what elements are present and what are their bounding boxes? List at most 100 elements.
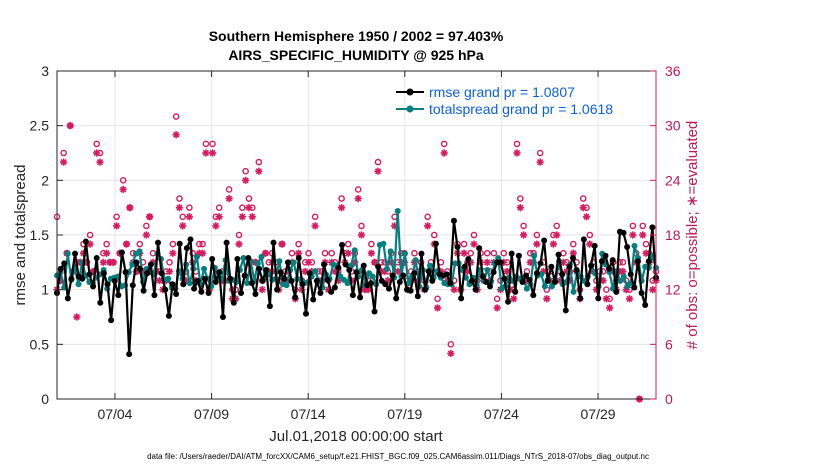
rmse-point xyxy=(191,285,198,292)
x-tick-label: 07/14 xyxy=(291,406,326,422)
y-right-tick-label: 0 xyxy=(665,391,673,407)
obs-evaluated-marker xyxy=(245,204,253,212)
rmse-point xyxy=(212,279,219,286)
x-tick-label: 07/04 xyxy=(97,406,132,422)
obs-possible-marker xyxy=(93,140,101,148)
obs-possible-marker xyxy=(434,295,441,303)
totalspread-point xyxy=(631,242,638,249)
y-tick-label: 3 xyxy=(41,63,49,79)
rmse-point xyxy=(219,314,226,320)
totalspread-point xyxy=(405,280,412,287)
obs-possible-marker xyxy=(242,167,249,175)
rmse-point xyxy=(180,281,187,288)
obs-possible-marker xyxy=(639,222,647,230)
obs-evaluated-marker xyxy=(96,158,104,166)
obs-possible-marker xyxy=(500,249,508,257)
obs-evaluated-marker xyxy=(543,295,551,303)
rmse-point xyxy=(64,295,71,302)
rmse-point xyxy=(544,277,551,284)
obs-possible-marker xyxy=(199,240,206,248)
rmse-point xyxy=(194,277,201,284)
rmse-point xyxy=(155,239,162,246)
rmse-point xyxy=(169,281,176,288)
y-tick-label: 2 xyxy=(41,172,49,188)
rmse-point xyxy=(270,239,277,246)
rmse-point xyxy=(591,242,598,249)
rmse-point xyxy=(335,264,342,271)
obs-evaluated-marker xyxy=(582,213,591,221)
obs-evaluated-marker xyxy=(338,204,346,212)
rmse-point xyxy=(115,292,122,299)
rmse-point xyxy=(584,281,591,288)
rmse-point xyxy=(72,250,79,257)
obs-evaluated-marker xyxy=(549,240,558,248)
obs-possible-marker xyxy=(311,213,319,221)
y-axis-label-left: rmse and totalspread xyxy=(12,165,29,306)
rmse-point xyxy=(461,263,468,270)
obs-evaluated-marker xyxy=(66,122,74,130)
obs-possible-marker xyxy=(305,249,312,257)
obs-evaluated-marker xyxy=(510,295,518,303)
obs-possible-marker xyxy=(513,140,521,148)
obs-evaluated-marker xyxy=(433,304,442,312)
totalspread-point xyxy=(244,280,251,287)
rmse-point xyxy=(133,259,140,266)
rmse-point xyxy=(295,254,302,261)
rmse-point xyxy=(645,258,652,265)
rmse-point xyxy=(400,272,407,279)
rmse-point xyxy=(562,307,569,314)
rmse-point xyxy=(238,289,245,296)
obs-possible-marker xyxy=(517,195,524,202)
totalspread-point xyxy=(570,288,577,295)
totalspread-point xyxy=(548,283,555,290)
rmse-point xyxy=(57,265,64,272)
totalspread-point xyxy=(620,273,627,280)
rmse-point xyxy=(638,289,645,296)
rmse-point xyxy=(310,296,317,303)
obs-evaluated-marker xyxy=(533,240,541,248)
rmse-point xyxy=(613,288,620,295)
chart-title-line2: AIRS_SPECIFIC_HUMIDITY @ 925 hPa xyxy=(228,47,484,63)
x-axis-label: Jul.01,2018 00:00:00 start xyxy=(269,428,443,445)
obs-possible-marker xyxy=(288,249,296,257)
rmse-point xyxy=(317,289,324,296)
y-right-tick-label: 12 xyxy=(665,282,681,298)
obs-evaluated-marker xyxy=(235,240,243,248)
obs-evaluated-marker xyxy=(225,194,233,203)
obs-evaluated-marker xyxy=(99,258,107,266)
totalspread-point xyxy=(136,248,143,255)
rmse-point xyxy=(288,277,295,284)
obs-evaluated-marker xyxy=(602,295,610,303)
rmse-point xyxy=(357,294,364,301)
obs-possible-marker xyxy=(493,295,501,303)
x-tick-label: 07/24 xyxy=(484,406,519,422)
rmse-point xyxy=(90,283,97,290)
rmse-point xyxy=(634,258,641,265)
obs-possible-marker xyxy=(642,240,650,248)
rmse-point xyxy=(328,288,335,295)
rmse-point xyxy=(512,288,519,295)
rmse-point xyxy=(173,291,180,298)
obs-possible-marker xyxy=(179,213,187,221)
rmse-point xyxy=(551,279,558,286)
rmse-point xyxy=(620,229,627,236)
totalspread-point xyxy=(401,250,408,257)
totalspread-point xyxy=(283,282,290,289)
x-tick-label: 07/29 xyxy=(581,406,616,422)
totalspread-point xyxy=(369,273,376,280)
totalspread-point xyxy=(541,283,548,290)
rmse-point xyxy=(256,265,263,272)
obs-evaluated-marker xyxy=(579,204,587,212)
rmse-point xyxy=(324,276,331,283)
rmse-point xyxy=(198,288,205,295)
y-right-tick-label: 24 xyxy=(665,172,681,188)
y-tick-label: 1 xyxy=(41,282,49,298)
rmse-point xyxy=(183,245,190,252)
obs-possible-marker xyxy=(136,240,144,248)
totalspread-point xyxy=(394,207,401,214)
rmse-point xyxy=(118,249,125,256)
rmse-point xyxy=(162,286,169,293)
rmse-point xyxy=(349,292,356,299)
rmse-point xyxy=(375,263,382,270)
